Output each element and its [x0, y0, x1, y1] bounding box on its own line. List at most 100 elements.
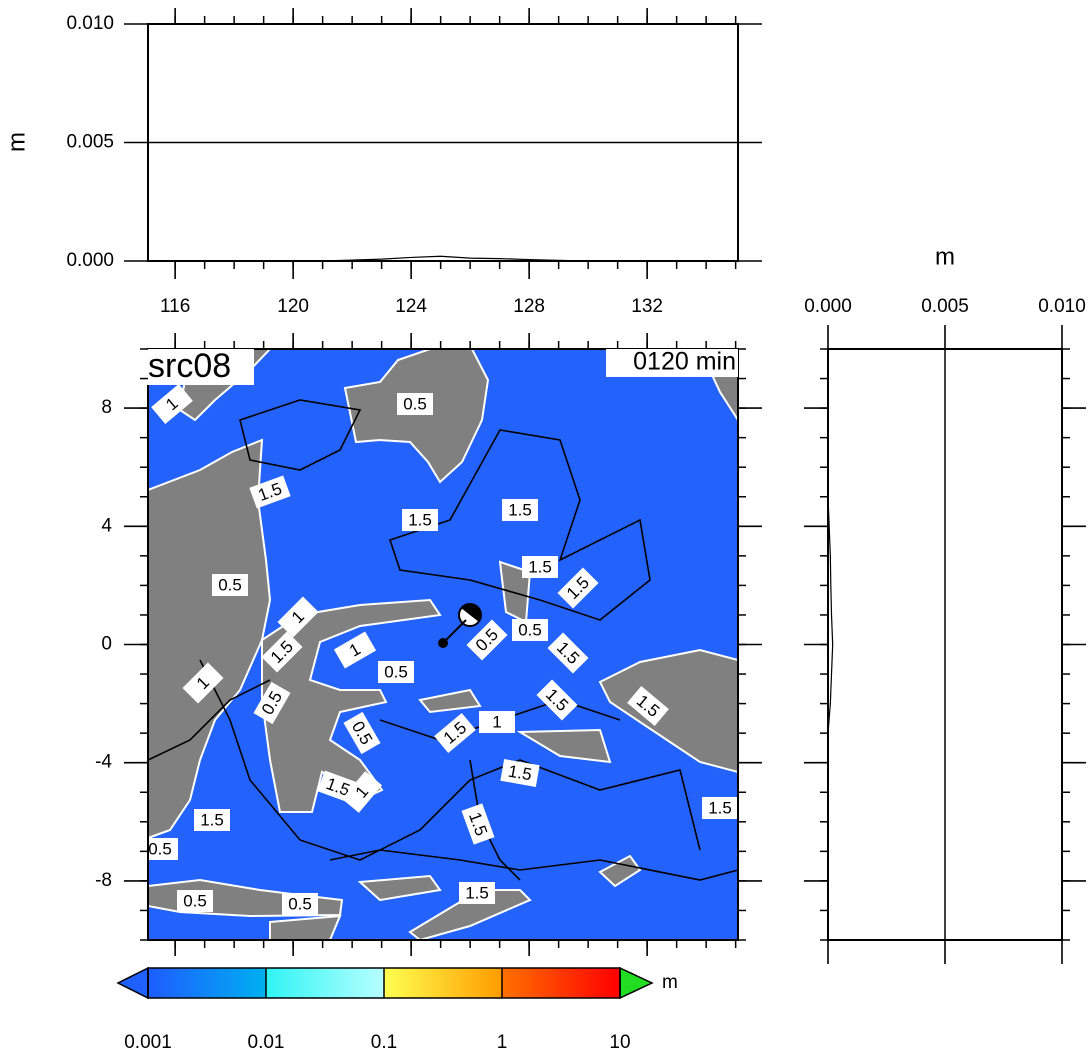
x-tick-label: 120 [277, 296, 309, 317]
colorbar-segment [384, 968, 502, 998]
contour-label: 1.5 [522, 556, 558, 578]
contour-label-text: 1.5 [708, 798, 732, 817]
land [357, 874, 442, 902]
contour-label-box [343, 711, 381, 755]
land [269, 914, 342, 940]
contour-label-box [182, 662, 224, 704]
contour-label-text: 1.5 [508, 500, 532, 519]
y-tick-label: -8 [95, 870, 112, 891]
contour-label-box [502, 499, 538, 521]
colorbar-segment [148, 968, 266, 998]
epicenter-link [442, 619, 467, 644]
y-tick-label: 0 [101, 634, 112, 655]
profile-line [827, 496, 834, 734]
y-tick-label: 8 [101, 397, 112, 418]
contour-label-box [397, 393, 433, 415]
contour-label-text: 0.5 [403, 394, 427, 413]
contour-label-text: 1.5 [465, 883, 489, 902]
land [598, 648, 738, 774]
contour-label-box [434, 713, 476, 753]
contour-label-box [627, 686, 669, 726]
contour-label-box [151, 384, 193, 424]
y-tick-label: 0.005 [66, 132, 114, 153]
contour-line [148, 679, 271, 761]
colorbar-tick-label: 0.1 [371, 1032, 397, 1053]
y-tick-label: -4 [95, 752, 112, 773]
time-label: 0120 min [633, 348, 736, 376]
colorbar-tick-label: 0.01 [248, 1032, 285, 1053]
contour-label-box [142, 838, 178, 860]
contour-label-text: 0.5 [288, 894, 312, 913]
contour-label-text: 0.5 [148, 839, 172, 858]
contour-label-text: 1.5 [408, 510, 432, 529]
contour-label-text: 1 [492, 712, 501, 731]
contour-line [239, 399, 362, 471]
contour-label-box [249, 475, 291, 509]
x-tick-label: 132 [631, 296, 663, 317]
contour-label: 1.5 [702, 797, 738, 819]
contour-label-box [466, 619, 508, 661]
contour-label: 1 [277, 596, 319, 638]
contour-label-box [512, 619, 548, 641]
contour-label-box [378, 661, 414, 683]
contour-label: 0.5 [512, 619, 548, 641]
contour-label: 0.5 [282, 893, 318, 915]
contour-label-text: 1.5 [507, 762, 534, 785]
land [418, 688, 482, 714]
contour-label-text: 0.5 [218, 575, 242, 594]
contour-label-text: 1.5 [200, 810, 224, 829]
contour-label: 1.5 [402, 509, 438, 531]
contour-label-text: 0.5 [384, 662, 408, 681]
x-tick-label: 124 [395, 296, 427, 317]
land [343, 349, 490, 484]
contour-label: 0.5 [142, 838, 178, 860]
colorbar-tick-label: 1 [497, 1032, 508, 1053]
contour-label-box [253, 681, 291, 725]
y-tick-label: 4 [101, 515, 112, 536]
contour-line [329, 849, 738, 881]
contour-label-box [522, 556, 558, 578]
contour-label: 1 [333, 631, 377, 669]
contour-label-box [547, 632, 589, 674]
contour-label: 0.5 [378, 661, 414, 683]
contour-label-text: 0.5 [183, 891, 207, 910]
contour-label: 1.5 [500, 759, 540, 787]
y-tick-label: 0.010 [66, 13, 114, 34]
contour-label-box [277, 596, 319, 638]
contour-label-box [342, 771, 382, 813]
contour-label-box [461, 803, 495, 845]
land [261, 598, 442, 813]
contour-label: 1 [151, 384, 193, 424]
contour-label-box [536, 679, 578, 721]
contour-label: 1.5 [194, 809, 230, 831]
land [598, 854, 642, 888]
colorbar-tick-label: 10 [609, 1032, 630, 1053]
y-axis-label: m [3, 132, 30, 152]
contour-label: 0.5 [177, 890, 213, 912]
contour-label-text: 1.5 [528, 557, 552, 576]
contour-label: 0.5 [397, 393, 433, 415]
contour-label: 0.5 [212, 574, 248, 596]
epicenter [438, 638, 448, 648]
x-tick-label: 0.000 [804, 296, 852, 317]
y-tick-label: 0.000 [66, 250, 114, 271]
x-tick-label: 116 [160, 296, 190, 317]
contour-label-box [479, 711, 515, 733]
contour-label-box [282, 893, 318, 915]
contour-label: 1 [342, 771, 382, 813]
x-tick-label: 128 [513, 296, 545, 317]
contour-label-box [212, 574, 248, 596]
contour-label-box [402, 509, 438, 531]
contour-label-box [333, 631, 377, 669]
contour-label-box [500, 759, 540, 787]
colorbar-segment [502, 968, 620, 998]
contour-line [469, 759, 521, 881]
x-tick-label: 0.010 [1038, 296, 1086, 317]
contour-label-text: 0.5 [518, 620, 542, 639]
time-box [606, 349, 738, 377]
map-panel: 1 0.5 1.5 1.5 1.5 0.5 1.5 1.5 1 1.5 0.5 0.5 1 1.5 0.5 1… [142, 347, 739, 941]
contour-label-box [459, 882, 495, 904]
x-tick-label: 0.005 [921, 296, 969, 317]
colorbar-unit: m [662, 972, 678, 993]
focal-mechanism-fill [461, 603, 482, 622]
